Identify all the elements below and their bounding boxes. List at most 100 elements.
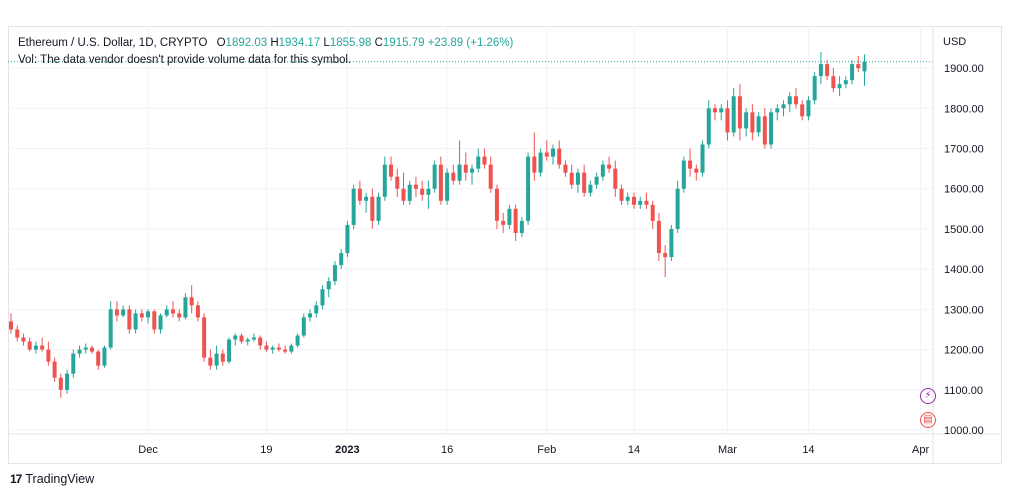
change-value: +23.89 (+1.26%) (427, 37, 514, 49)
candle (532, 132, 537, 181)
candle (638, 196, 643, 209)
open-label: O (216, 37, 226, 49)
candle-body (762, 116, 767, 145)
candle (750, 104, 755, 141)
candle (357, 180, 362, 205)
candle (438, 156, 443, 205)
candle (314, 301, 319, 318)
candle-body (164, 309, 169, 316)
candle (83, 343, 88, 354)
candle (21, 333, 26, 346)
candle-body (744, 112, 749, 129)
candle (89, 345, 94, 354)
candle-body (121, 309, 126, 316)
candle-body (638, 200, 643, 205)
candle (700, 140, 705, 177)
price-chart[interactable]: USD 1000.001100.001200.001300.001400.001… (8, 26, 1002, 464)
tradingview-brand[interactable]: 17 TradingView (10, 472, 94, 486)
candle (164, 305, 169, 318)
candle-body (831, 76, 836, 89)
candle-body (463, 164, 468, 173)
candle (27, 337, 32, 352)
candle-body (526, 156, 531, 221)
candle-body (750, 112, 755, 133)
candle (102, 345, 107, 368)
candle (289, 343, 294, 354)
chart-frame (8, 26, 1002, 464)
candle (787, 92, 792, 113)
candle (494, 184, 499, 229)
candle (239, 333, 244, 344)
lightning-icon[interactable]: ⚡ (920, 388, 936, 404)
candle-body (108, 309, 113, 348)
candle-body (308, 313, 313, 318)
candle-body (519, 220, 524, 233)
candle-body (195, 305, 200, 318)
candle-body (445, 172, 450, 201)
candle (407, 180, 412, 205)
candle (251, 333, 256, 342)
candle (351, 184, 356, 229)
candle (557, 140, 562, 169)
candle-body (357, 188, 362, 201)
candle-body (675, 188, 680, 229)
time-tick-label: 16 (441, 444, 453, 456)
candle (656, 212, 661, 262)
candle-body (245, 339, 250, 342)
candle (40, 337, 45, 352)
candle (507, 204, 512, 229)
candle-body (787, 96, 792, 105)
candle (769, 108, 774, 149)
candle-body (83, 347, 88, 350)
candle-body (438, 164, 443, 201)
candle (139, 309, 144, 322)
candle-body (850, 64, 855, 81)
candle (600, 160, 605, 181)
candle (688, 148, 693, 177)
candle-body (769, 112, 774, 145)
candle (376, 192, 381, 225)
candle (837, 76, 842, 97)
candle-body (737, 96, 742, 129)
candle-body (513, 208, 518, 233)
flag-icon[interactable]: ▤ (920, 412, 936, 428)
candle-body (77, 349, 82, 354)
candle-body (40, 345, 45, 350)
candle (413, 176, 418, 197)
candle (818, 52, 823, 85)
price-tick-label: 1500.00 (944, 224, 984, 236)
candle-body (656, 220, 661, 254)
time-tick-label: Feb (537, 444, 556, 456)
candle (563, 160, 568, 177)
candle (245, 337, 250, 346)
candle (9, 313, 13, 334)
candle-body (538, 152, 543, 173)
candle-body (669, 228, 674, 258)
candle (395, 168, 400, 197)
candle (470, 164, 475, 185)
candle (364, 192, 369, 213)
candle-body (283, 349, 288, 352)
candle (613, 160, 618, 197)
price-tick-label: 1400.00 (944, 264, 984, 276)
candle-body (856, 64, 861, 69)
candle (850, 60, 855, 85)
candle (270, 345, 275, 354)
candle (569, 164, 574, 189)
volume-note: Vol: The data vendor doesn't provide vol… (18, 54, 352, 66)
candle (800, 100, 805, 121)
time-tick-label: Apr (912, 444, 929, 456)
candle-body (301, 317, 306, 336)
candle (127, 305, 132, 334)
candle-body (326, 281, 331, 290)
candle-body (264, 345, 269, 350)
candle-body (46, 349, 51, 362)
candle (71, 349, 76, 378)
candle (214, 345, 219, 370)
close-label: C (374, 37, 383, 49)
candle-body (644, 200, 649, 205)
candle (320, 285, 325, 310)
high-value: 1934.17 (278, 37, 321, 49)
candle-body (663, 253, 668, 258)
candle-body (700, 144, 705, 173)
